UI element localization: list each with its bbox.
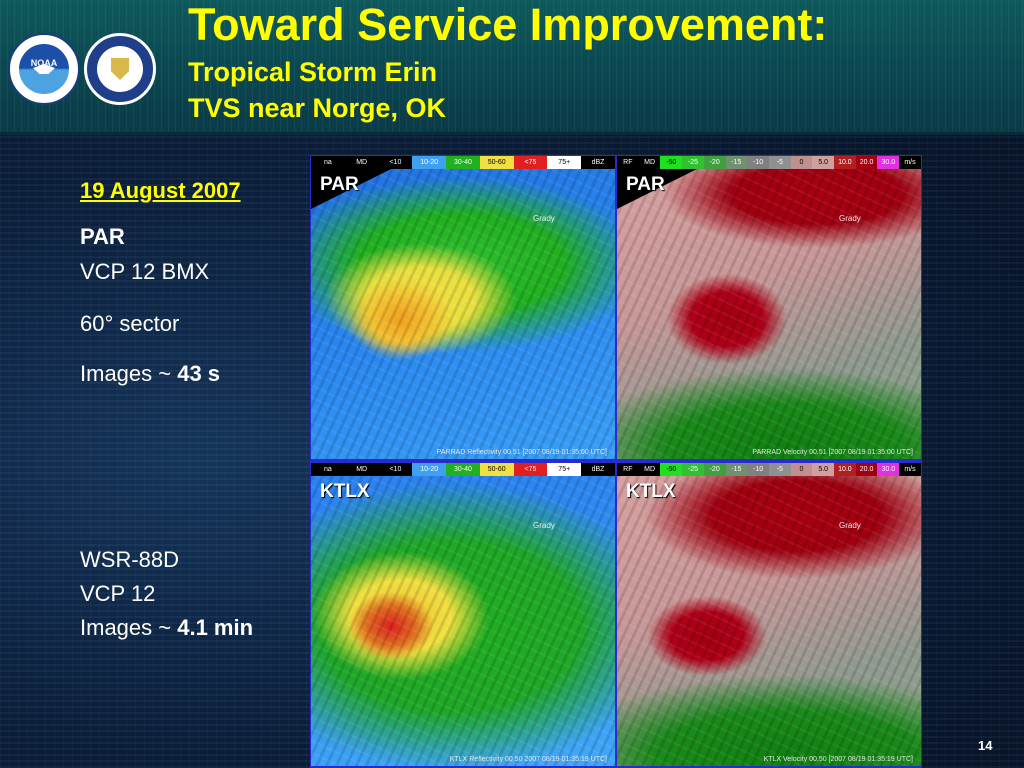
scale-swatch: 50-60 <box>479 463 514 476</box>
scale-swatch: na <box>311 156 345 169</box>
scale-swatch: 10-20 <box>412 156 447 169</box>
wsr-images-prefix: Images ~ <box>80 615 178 640</box>
scale-swatch: 10-20 <box>412 463 447 476</box>
par-heading: PAR <box>80 224 125 249</box>
scale-swatch: 20.0 <box>855 156 878 169</box>
scale-swatch: <75 <box>513 156 548 169</box>
scale-swatch: <10 <box>378 156 413 169</box>
par-sector: 60° sector <box>80 311 180 336</box>
noaa-logo: NOAA <box>8 33 80 105</box>
scale-swatch: 50-60 <box>479 156 514 169</box>
velocity-image <box>617 169 921 459</box>
scale-swatch: MD <box>638 156 661 169</box>
slide-title: Toward Service Improvement: <box>188 0 828 50</box>
par-velocity-panel: RF MD -50 -25 -20 -15 -10 -5 0 5.0 10.0 20.0 30.0 m/s… <box>617 156 921 459</box>
wsr-vcp: VCP 12 <box>80 581 156 606</box>
place-label: Grady <box>533 521 555 530</box>
scale-swatch: -10 <box>747 156 769 169</box>
place-label: Grady <box>533 214 555 223</box>
page-number: 14 <box>978 738 993 753</box>
panel-caption: PARRAD Velocity 00.51 [2007 08/19 01:35:… <box>752 449 913 456</box>
ktlx-velocity-panel: RF MD -50 -25 -20 -15 -10 -5 0 5.0 10.0 20.0 30.0 m/s… <box>617 463 921 766</box>
scale-swatch: -20 <box>703 463 726 476</box>
par-images-prefix: Images ~ <box>80 361 178 386</box>
wsr-heading: WSR-88D <box>80 547 180 572</box>
scale-swatch: -15 <box>725 156 748 169</box>
scale-swatch: RF <box>617 463 639 476</box>
panel-caption: PARRAD Reflectivity 00.51 [2007 08/19 01… <box>436 449 607 456</box>
scale-swatch: <10 <box>378 463 413 476</box>
scale-swatch: 30-40 <box>446 156 480 169</box>
panel-label: KTLX <box>626 481 676 502</box>
scale-swatch: -50 <box>660 156 683 169</box>
scale-swatch: -20 <box>703 156 726 169</box>
place-label: Grady <box>839 214 861 223</box>
scale-swatch: 75+ <box>547 156 582 169</box>
panel-label: PAR <box>320 174 359 195</box>
scale-swatch: -25 <box>682 463 704 476</box>
scale-swatch: 0 <box>790 463 813 476</box>
scale-swatch: 10.0 <box>834 156 856 169</box>
wsr-images: Images ~ 4.1 min <box>80 615 253 641</box>
slide-subtitle-2: TVS near Norge, OK <box>188 93 447 123</box>
scale-swatch: -5 <box>768 156 791 169</box>
scale-swatch: -10 <box>747 463 769 476</box>
panel-caption: KTLX Velocity 00.50 [2007 08/19 01:35:19… <box>763 756 913 763</box>
scale-swatch: na <box>311 463 345 476</box>
reflectivity-color-scale: na MD <10 10-20 30-40 50-60 <75 75+ dBZ <box>311 463 615 476</box>
scale-swatch: 20.0 <box>855 463 878 476</box>
scale-swatch: <75 <box>513 463 548 476</box>
scale-swatch: dBZ <box>581 156 615 169</box>
bird-icon <box>33 64 55 74</box>
velocity-image <box>617 476 921 766</box>
scale-swatch: -5 <box>768 463 791 476</box>
panel-label: PAR <box>626 174 665 195</box>
scale-swatch: 30-40 <box>446 463 480 476</box>
scale-swatch: 5.0 <box>812 463 835 476</box>
scale-swatch: MD <box>344 156 379 169</box>
par-reflectivity-panel: na MD <10 10-20 30-40 50-60 <75 75+ dBZ PAR Grad… <box>311 156 615 459</box>
scale-swatch: dBZ <box>581 463 615 476</box>
slide-header <box>0 0 1024 132</box>
scale-swatch: 5.0 <box>812 156 835 169</box>
wsr-images-value: 4.1 min <box>177 615 254 640</box>
slide-subtitle-1: Tropical Storm Erin <box>188 57 438 87</box>
scale-swatch: 30.0 <box>877 156 900 169</box>
velocity-color-scale: RF MD -50 -25 -20 -15 -10 -5 0 5.0 10.0 20.0 30.0 m/s <box>617 463 921 476</box>
scale-swatch: MD <box>344 463 379 476</box>
scale-swatch: 10.0 <box>834 463 856 476</box>
scale-swatch: -15 <box>725 463 748 476</box>
scale-swatch: RF <box>617 156 639 169</box>
scale-swatch: 75+ <box>547 463 582 476</box>
scale-swatch: 30.0 <box>877 463 900 476</box>
par-images-value: 43 s <box>177 361 221 386</box>
scale-swatch: 0 <box>790 156 813 169</box>
reflectivity-image <box>311 476 615 766</box>
header-divider <box>0 132 1024 135</box>
par-images: Images ~ 43 s <box>80 361 220 387</box>
radar-panel-grid: na MD <10 10-20 30-40 50-60 <75 75+ dBZ PAR Grad… <box>310 155 922 768</box>
scale-swatch: -25 <box>682 156 704 169</box>
scale-swatch: -50 <box>660 463 683 476</box>
reflectivity-color-scale: na MD <10 10-20 30-40 50-60 <75 75+ dBZ <box>311 156 615 169</box>
place-label: Grady <box>839 521 861 530</box>
ktlx-reflectivity-panel: na MD <10 10-20 30-40 50-60 <75 75+ dBZ KTLX Gra… <box>311 463 615 766</box>
department-of-commerce-seal <box>84 33 156 105</box>
par-vcp: VCP 12 BMX <box>80 259 210 284</box>
panel-label: KTLX <box>320 481 370 502</box>
scale-swatch: MD <box>638 463 661 476</box>
event-date: 19 August 2007 <box>80 178 241 203</box>
velocity-color-scale: RF MD -50 -25 -20 -15 -10 -5 0 5.0 10.0 20.0 30.0 m/s <box>617 156 921 169</box>
panel-caption: KTLX Reflectivity 00.50 2007 08/19 01:35… <box>449 756 607 763</box>
scale-swatch: m/s <box>899 463 921 476</box>
scale-swatch: m/s <box>899 156 921 169</box>
shield-icon <box>111 58 129 80</box>
reflectivity-image <box>311 169 615 459</box>
